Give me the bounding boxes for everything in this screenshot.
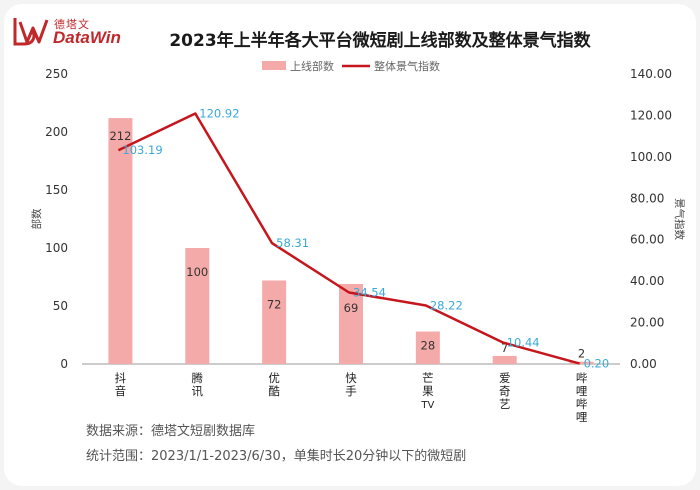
y2-tick-label: 100.00 [630,150,672,164]
chart-title: 2023年上半年各大平台微短剧上线部数及整体景气指数 [169,31,591,51]
y-tick-label: 150 [45,183,68,197]
y-axis-ticks: 0 50 100 150 200 250 [45,67,68,371]
bar [339,283,363,364]
logo-en-text: DataWin [53,28,121,47]
bar-value-label: 28 [421,338,436,352]
data-source-note: 数据来源：德塔文短剧数据库 [86,424,256,439]
x-tick-label: 优酷 [268,371,280,398]
line-value-label: 28.22 [430,299,463,313]
x-tick-label: 爱奇艺 [499,371,511,411]
bar [108,118,133,364]
y2-tick-label: 20.00 [630,316,664,330]
datawin-logo-mark-icon [13,18,49,46]
y2-tick-label: 60.00 [630,233,664,247]
data-scope-note: 统计范围：2023/1/1-2023/6/30，单集时长20分钟以下的微短剧 [86,449,467,464]
line-series [117,112,580,365]
bar-series [108,118,594,364]
bar [415,331,440,364]
category-labels: 抖音 腾讯 优酷 快手 芒果 TV 爱奇艺 哔哩哔哩 [115,371,588,424]
x-tick-label: 快手 [345,371,357,398]
y-tick-label: 100 [45,241,68,255]
y2-tick-label: 140.00 [630,67,672,81]
bar-value-label: 100 [186,265,208,279]
bar-value-label: 212 [109,129,131,143]
legend-bar-swatch [262,61,286,70]
legend: 上线部数 整体景气指数 [262,59,440,73]
bar-value-label: 7 [501,341,508,355]
y2-tick-label: 40.00 [630,274,664,288]
line-value-label: 34.54 [353,285,386,299]
y-tick-label: 0 [60,357,68,371]
line-value-labels: 103.19 120.92 58.31 34.54 28.22 10.44 0.20 [122,107,609,371]
y-tick-label: 50 [53,299,68,313]
bar [569,361,594,364]
line-value-label: 120.92 [199,107,239,121]
bar-value-label: 69 [344,301,359,315]
y2-axis-title: 景气指数 [673,198,686,240]
y-axis-title: 部数 [30,208,43,229]
legend-bar-label: 上线部数 [290,59,334,73]
bar [492,355,517,364]
x-tick-label: 芒果 TV [420,371,434,411]
line-value-label: 58.31 [276,236,309,250]
bar [185,248,210,364]
x-tick-label: 抖音 [115,371,127,398]
y2-tick-label: 80.00 [630,191,664,205]
y2-axis-ticks: 0.00 20.00 40.00 60.00 80.00 100.00 120.00 140.… [630,67,672,371]
y2-tick-label: 0.00 [630,357,657,371]
line-value-label: 0.20 [584,357,610,371]
legend-line-label: 整体景气指数 [374,59,440,73]
line-value-label: 10.44 [507,335,540,349]
line-value-label: 103.19 [122,143,162,157]
logo-cn-text: 德塔文 [54,18,90,31]
bar-value-label: 2 [578,347,585,361]
x-tick-label: 腾讯 [192,371,204,398]
x-tick-label: 哔哩哔哩 [576,371,588,424]
bar-value-label: 72 [267,297,282,311]
y-tick-label: 250 [45,67,68,81]
y-tick-label: 200 [45,125,68,139]
datawin-logo: 德塔文 DataWin [12,14,142,48]
bar [262,280,287,364]
y2-tick-label: 120.00 [630,108,672,122]
